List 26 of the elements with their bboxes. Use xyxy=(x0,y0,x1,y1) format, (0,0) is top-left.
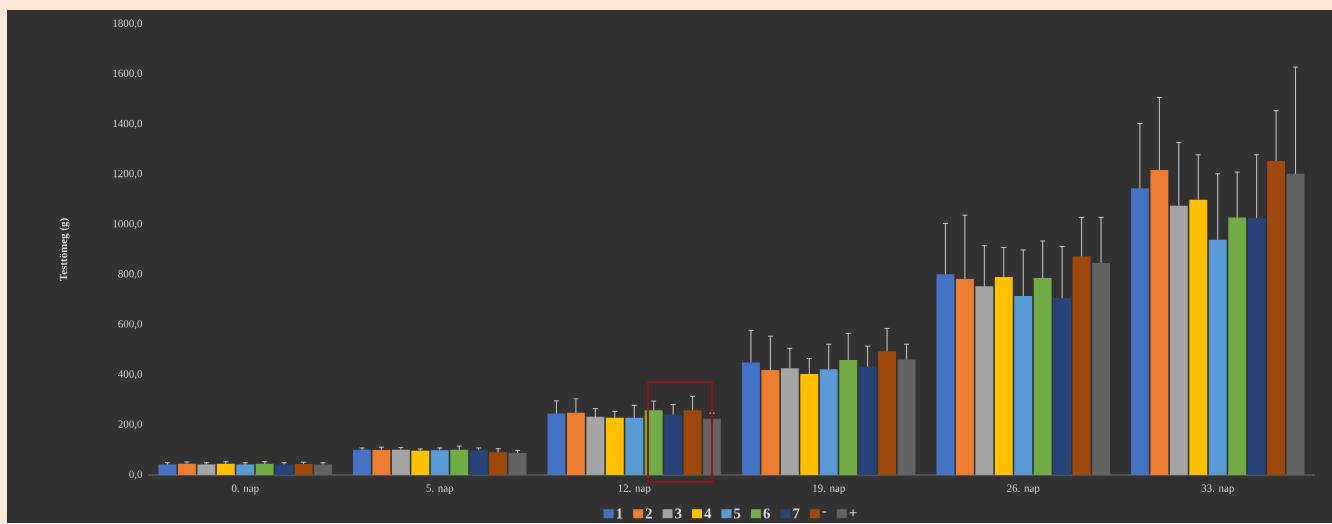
x-tick-label: 0. nap xyxy=(231,484,259,495)
y-tick-label: 1600,0 xyxy=(113,69,143,79)
y-tick-label: 1800,0 xyxy=(113,19,143,29)
legend-label: 4 xyxy=(704,508,712,519)
legend-label: 6 xyxy=(763,508,770,519)
x-tick-label: 19. nap xyxy=(813,484,845,495)
x-tick-label: 33. nap xyxy=(1201,484,1234,495)
y-tick-label: 200,0 xyxy=(118,420,143,430)
legend-label: - xyxy=(822,511,827,513)
y-axis-title: Testtömeg (g) xyxy=(59,218,70,281)
legend-label: 3 xyxy=(675,508,682,519)
legend-label: 2 xyxy=(645,508,652,519)
legend-label: 7 xyxy=(793,508,800,519)
y-tick-label: 400,0 xyxy=(118,370,143,380)
y-tick-label: 1200,0 xyxy=(113,169,143,179)
y-tick-label: 0,0 xyxy=(129,470,143,480)
legend-label: + xyxy=(849,509,857,517)
legend-label: 1 xyxy=(616,508,623,519)
x-tick-label: 12. nap xyxy=(618,484,651,495)
y-tick-label: 800,0 xyxy=(118,270,143,280)
y-tick-label: 600,0 xyxy=(118,320,143,330)
y-tick-label: 1000,0 xyxy=(113,220,143,229)
y-tick-label: 1400,0 xyxy=(113,119,143,129)
x-tick-label: 5. nap xyxy=(426,484,454,495)
legend-label: 5 xyxy=(734,508,741,519)
x-tick-label: 26. nap xyxy=(1007,484,1040,495)
